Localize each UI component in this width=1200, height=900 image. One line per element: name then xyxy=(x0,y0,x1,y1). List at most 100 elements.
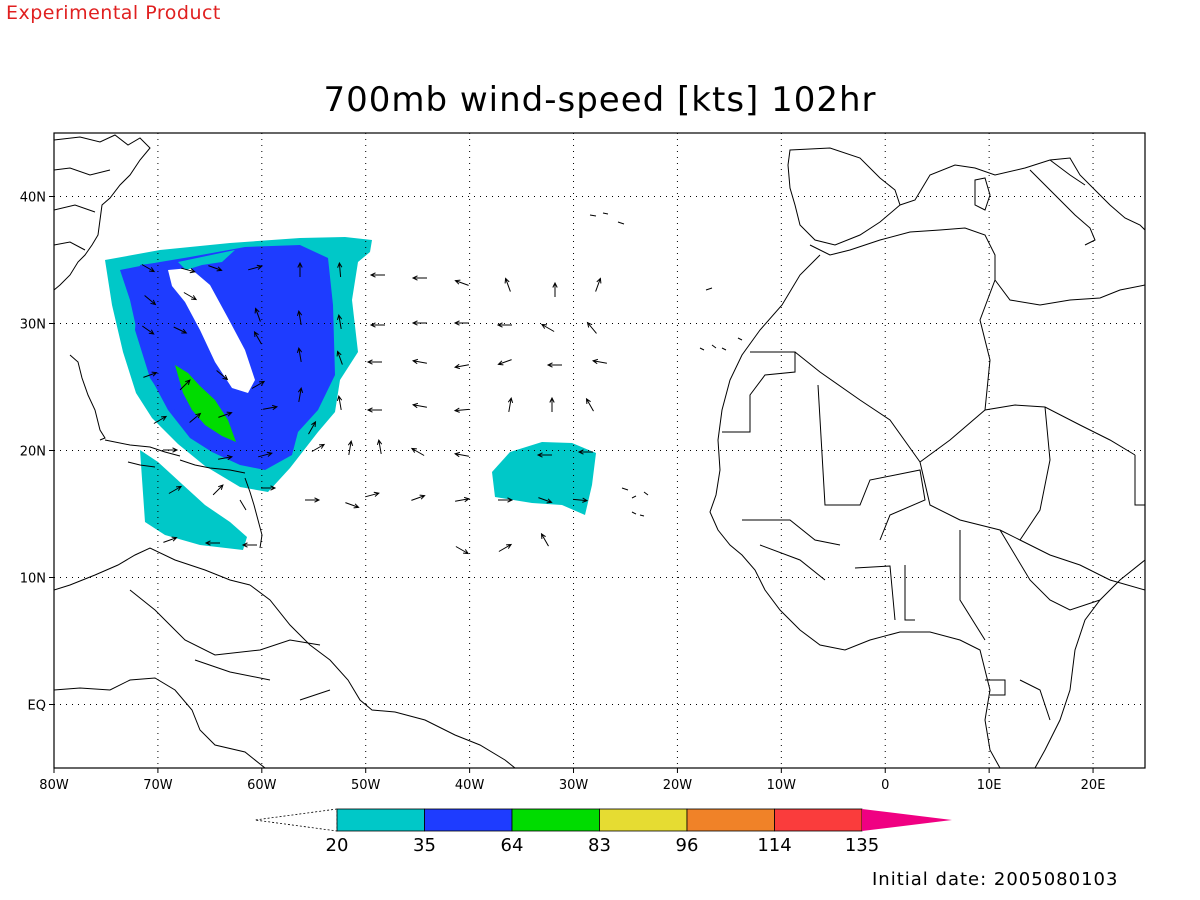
wind-vector-arrow xyxy=(337,261,343,278)
wind-vector-arrow xyxy=(179,379,191,391)
wind-vector-arrow xyxy=(347,439,354,455)
initial-date: Initial date: 2005080103 xyxy=(872,869,1119,890)
colorbar-label: 135 xyxy=(845,835,879,856)
wind-vector-arrow xyxy=(297,386,304,402)
central-africa-coast xyxy=(1034,559,1145,768)
wind-vector-arrow xyxy=(153,415,168,424)
wind-vector-arrow xyxy=(253,330,262,345)
north-america-inland-borders xyxy=(54,167,111,251)
wind-vector-arrow xyxy=(453,363,469,370)
colorbar-label: 64 xyxy=(501,835,524,856)
wind-field-gap xyxy=(168,268,255,393)
lon-tick-label: 60W xyxy=(247,778,277,793)
florida-coast xyxy=(69,354,106,441)
wind-vector-arrow xyxy=(261,485,277,491)
wind-vector-arrow xyxy=(411,275,427,281)
wind-vector-arrow xyxy=(181,267,196,274)
colorbar-over-triangle xyxy=(862,809,952,831)
wind-field-20-35kts-south xyxy=(140,450,247,550)
wind-vector-arrow xyxy=(263,404,279,411)
south-america-coast xyxy=(54,584,516,768)
colorbar-label: 35 xyxy=(413,835,436,856)
cape-verde-islands xyxy=(621,487,649,517)
wind-vector-arrow xyxy=(376,438,383,454)
lon-tick-label: 40W xyxy=(455,778,485,793)
wind-vector-arrow xyxy=(208,265,223,272)
west-africa-coast xyxy=(709,254,1001,768)
wind-vector-arrow xyxy=(366,407,382,413)
africa-borders xyxy=(722,279,1145,721)
wind-vector-arrow xyxy=(168,485,183,494)
lon-tick-label: 70W xyxy=(143,778,173,793)
wind-field-gap-inner xyxy=(178,250,235,270)
colorbar-label: 83 xyxy=(588,835,611,856)
wind-vector-arrow xyxy=(163,447,179,453)
wind-vector-arrow xyxy=(453,407,470,413)
wind-vector-arrow xyxy=(241,542,257,548)
wind-vector-arrow xyxy=(497,359,512,366)
lon-tick-label: 10W xyxy=(767,778,797,793)
wind-vector-arrow xyxy=(498,497,514,503)
wind-vector-arrow xyxy=(411,402,427,409)
lat-tick-label: EQ xyxy=(28,699,46,714)
wind-vector-arrow xyxy=(411,358,427,365)
wind-vector-arrow xyxy=(455,546,470,555)
colorbar-label: 96 xyxy=(676,835,699,856)
lon-tick-label: 10E xyxy=(977,778,1002,793)
wind-vector-arrow xyxy=(212,484,224,496)
colorbar-label: 114 xyxy=(757,835,791,856)
wind-vector-arrow xyxy=(536,452,552,458)
italy-coast xyxy=(1029,159,1096,246)
wind-vector-arrow xyxy=(365,491,380,498)
wind-vector-arrow xyxy=(296,346,303,362)
colorbar: 20 35 64 83 96 114 135 xyxy=(254,808,952,856)
wind-vector-arrow xyxy=(218,454,234,461)
wind-vector-arrow xyxy=(496,322,512,328)
lon-tick-label: 20E xyxy=(1081,778,1106,793)
wind-vector-arrow xyxy=(173,326,188,334)
lon-tick-label: 20W xyxy=(663,778,693,793)
wind-vector-arrow xyxy=(336,313,343,329)
wind-vector-arrow xyxy=(305,497,321,503)
lat-tick-label: 30N xyxy=(20,318,46,333)
lesser-antilles xyxy=(239,477,263,549)
lon-tick-label: 50W xyxy=(351,778,381,793)
wind-vector-arrow xyxy=(577,449,593,455)
south-america-borders xyxy=(129,589,331,701)
wind-vector-arrow xyxy=(540,323,555,332)
wind-vector-arrow xyxy=(308,420,317,435)
experimental-product-label: Experimental Product xyxy=(6,2,221,24)
wind-vector-arrow xyxy=(163,536,178,543)
north-africa-coast xyxy=(809,227,1145,306)
wind-vector-arrow xyxy=(585,397,594,412)
wind-vector-arrow xyxy=(366,359,382,365)
wind-vector-arrow xyxy=(546,362,562,368)
wind-vector-arrow xyxy=(572,497,589,503)
europe-coast xyxy=(899,157,1145,231)
wind-vector-arrow xyxy=(345,502,360,509)
wind-vector-arrow xyxy=(455,496,471,503)
wind-vector-arrow xyxy=(498,543,513,552)
colorbar-segment xyxy=(511,808,600,832)
wind-vector-arrow xyxy=(143,371,158,378)
wind-vector-arrow xyxy=(552,281,558,297)
lat-tick-label: 10N xyxy=(20,572,46,587)
wind-vector-arrow xyxy=(453,320,469,326)
north-america-coast xyxy=(54,134,151,291)
iberia-coast xyxy=(787,147,901,246)
lat-tick-label: 20N xyxy=(20,445,46,460)
wind-vector-arrow xyxy=(586,321,597,334)
wind-field-64-83kts xyxy=(175,365,236,442)
colorbar-label: 20 xyxy=(326,835,349,856)
wind-field-20-35kts-east xyxy=(492,442,596,515)
wind-vector-arrow xyxy=(369,322,385,328)
wind-vector-arrow xyxy=(411,320,427,326)
colorbar-segment xyxy=(336,808,425,832)
wind-vector-arrow xyxy=(258,451,273,458)
azores-islands xyxy=(589,212,625,225)
wind-speed-shading xyxy=(105,237,596,550)
wind-vector-arrow xyxy=(336,394,343,410)
coastlines xyxy=(54,134,1145,768)
wind-vector-arrow xyxy=(549,396,555,412)
